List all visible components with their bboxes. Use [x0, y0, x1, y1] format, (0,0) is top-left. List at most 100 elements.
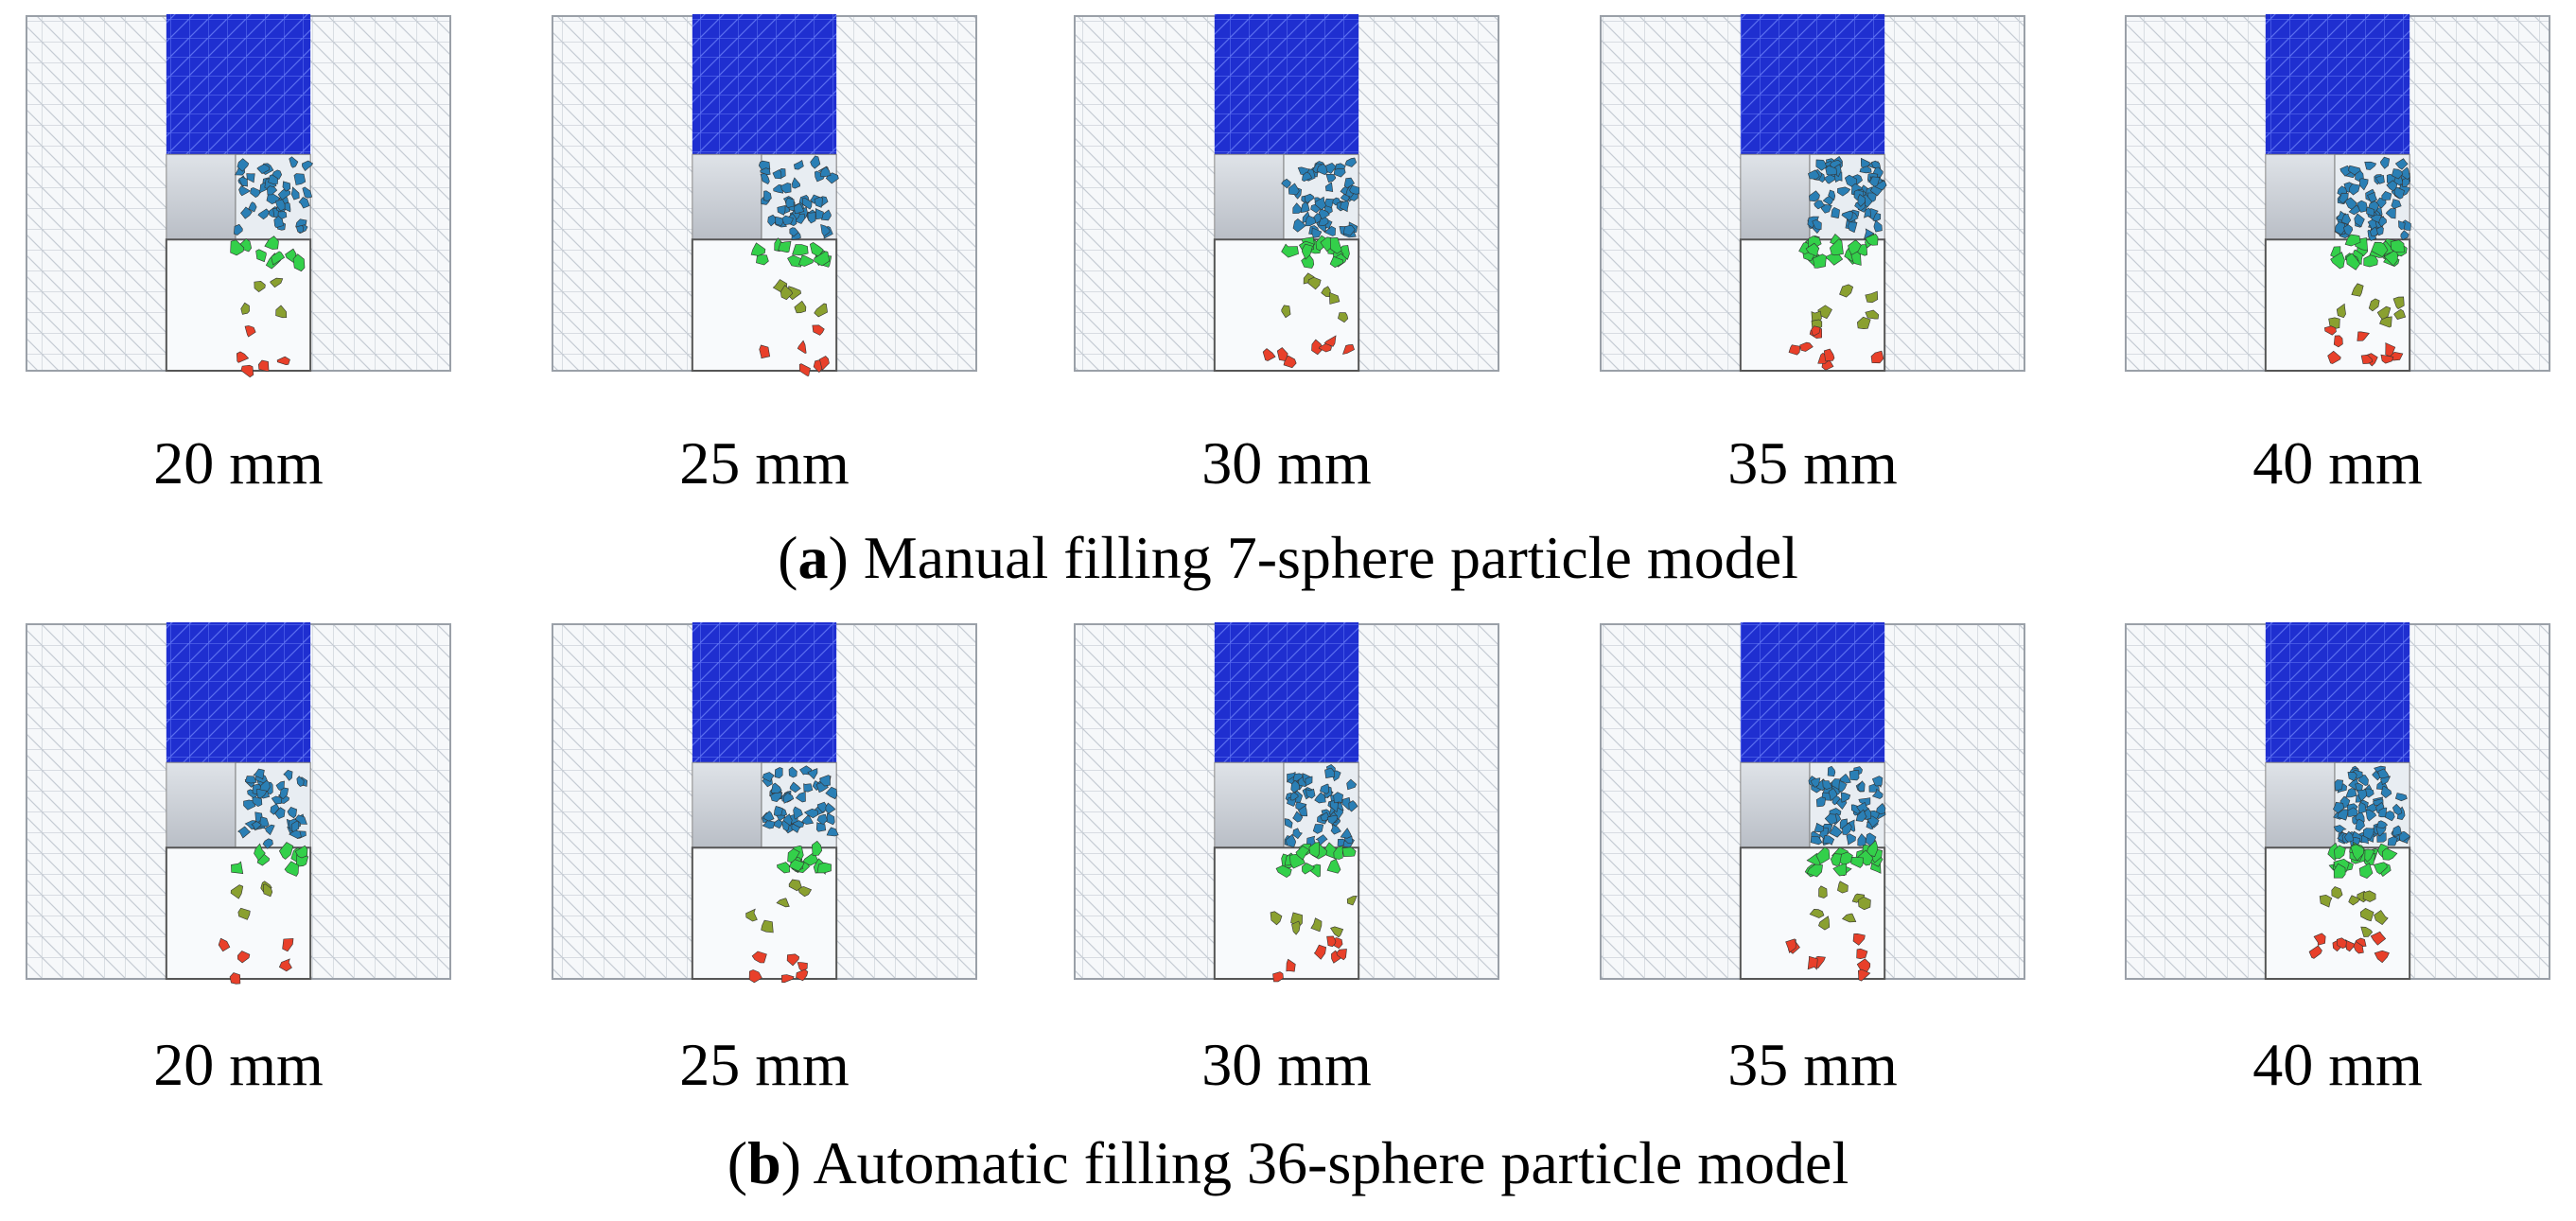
particle: [2313, 933, 2326, 946]
particle: [2345, 253, 2361, 270]
particle: [1870, 350, 1884, 364]
particle: [275, 199, 286, 212]
particle: [826, 812, 835, 826]
particle: [1839, 284, 1854, 298]
particle: [1873, 219, 1883, 233]
particle: [289, 829, 302, 839]
particle: [2368, 298, 2380, 312]
particle: [1866, 840, 1879, 857]
particle: [2379, 316, 2392, 328]
particle: [780, 183, 792, 194]
particle: [2348, 165, 2361, 176]
particle: [2327, 350, 2341, 364]
particle: [240, 302, 250, 315]
particle: [1818, 916, 1831, 931]
particle: [2336, 937, 2347, 950]
particle: [1848, 239, 1862, 255]
particle: [1812, 219, 1822, 230]
particle: [2358, 178, 2369, 191]
particle: [774, 767, 783, 779]
particle: [816, 862, 832, 874]
particle: [2359, 907, 2374, 922]
panel-label: 35 mm: [1727, 429, 1898, 497]
particle: [264, 235, 279, 250]
particle: [2339, 192, 2349, 204]
particle: [1270, 911, 1283, 926]
particle: [1312, 824, 1324, 834]
particle: [2386, 180, 2398, 192]
particle: [2394, 158, 2409, 170]
particle: [251, 821, 262, 831]
particle: [2350, 844, 2365, 862]
particle: [1864, 207, 1871, 218]
particle: [751, 951, 767, 964]
particle: [762, 190, 772, 201]
particle: [1284, 818, 1293, 829]
particle: [2391, 168, 2404, 180]
particle: [1333, 845, 1343, 860]
panel-label: 20 mm: [153, 1031, 324, 1098]
particle: [1806, 863, 1823, 878]
particle: [253, 768, 265, 780]
particle: [289, 156, 299, 168]
particle: [1292, 811, 1304, 823]
particle: [1837, 186, 1851, 197]
particle: [2323, 325, 2337, 336]
particle: [2333, 863, 2346, 879]
particle: [1349, 184, 1360, 195]
shade: [692, 761, 762, 848]
particle: [773, 183, 784, 194]
panel-label: 25 mm: [679, 429, 850, 497]
particle: [815, 822, 827, 832]
particle: [2334, 221, 2346, 235]
particle: [275, 305, 288, 319]
particle: [291, 820, 300, 833]
caption: (b) Automatic filling 36-sphere particle…: [0, 1133, 2576, 1194]
particle: [1868, 176, 1881, 187]
particle: [2380, 354, 2394, 364]
particle: [1326, 858, 1341, 874]
particle: [1275, 864, 1292, 879]
particle: [294, 845, 308, 859]
particle: [1829, 238, 1844, 256]
particle: [2334, 845, 2346, 860]
particle: [750, 242, 766, 256]
particle: [1291, 920, 1301, 935]
particle: [1329, 256, 1343, 269]
particle: [781, 215, 795, 226]
particle: [2393, 186, 2405, 200]
particle: [1288, 183, 1300, 196]
particle: [2374, 175, 2385, 184]
shade: [1214, 761, 1285, 848]
particle: [2362, 828, 2374, 840]
particle: [1304, 193, 1314, 204]
simulation-image: [26, 622, 451, 985]
particle: [1817, 305, 1832, 320]
block: [692, 622, 837, 763]
particle: [1841, 822, 1852, 835]
particle: [1302, 171, 1313, 183]
particle: [1342, 344, 1355, 355]
particle: [1318, 208, 1330, 220]
particle: [1856, 316, 1871, 330]
particle: [2369, 226, 2378, 236]
particle: [271, 251, 286, 266]
particle: [785, 198, 795, 208]
particle: [218, 937, 231, 952]
particle: [2374, 910, 2389, 925]
particle: [244, 325, 256, 338]
particle: [1333, 167, 1346, 178]
particle: [819, 166, 832, 178]
particle: [2351, 283, 2364, 297]
particle: [1810, 777, 1821, 788]
particle: [255, 249, 267, 263]
particle: [298, 197, 310, 209]
particle: [273, 215, 284, 229]
particle: [1330, 926, 1344, 938]
particle: [789, 781, 801, 794]
particle: [2357, 801, 2367, 814]
particle: [2390, 239, 2405, 253]
particle: [2333, 335, 2343, 348]
particle: [1333, 792, 1344, 804]
